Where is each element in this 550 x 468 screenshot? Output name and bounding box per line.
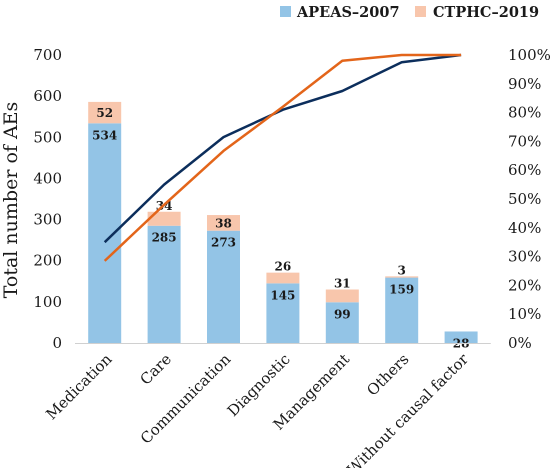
y-axis-title: Total number of AEs (0, 102, 22, 299)
legend-label-ctphc: CTPHC–2019 (433, 4, 539, 21)
left-tick-label: 200 (33, 252, 62, 270)
data-label-apeas: 145 (270, 288, 295, 302)
bar-apeas (266, 283, 300, 343)
right-tick-label: 70% (508, 132, 541, 150)
data-label-apeas: 159 (389, 283, 414, 297)
bar-ctphc (207, 215, 240, 231)
right-tick-label: 60% (508, 161, 541, 179)
left-tick-label: 400 (33, 169, 62, 187)
left-tick-label: 100 (33, 293, 62, 311)
legend-swatch-apeas (280, 6, 291, 17)
bar-apeas (147, 225, 181, 343)
right-tick-label: 20% (508, 276, 541, 294)
bar-ctphc (266, 272, 300, 284)
data-label-ctphc: 38 (215, 216, 232, 230)
data-label-apeas: 273 (211, 236, 236, 250)
right-tick-label: 50% (508, 190, 541, 208)
bar-apeas (444, 331, 478, 343)
right-tick-label: 100% (508, 46, 550, 64)
bar-ctphc (385, 276, 419, 278)
right-tick-label: 30% (508, 248, 541, 266)
bar-ctphc (325, 289, 359, 303)
bar-ctphc (88, 101, 122, 124)
cumulative-line-2 (103, 53, 462, 262)
data-label-ctphc: 52 (96, 106, 113, 120)
data-label-ctphc: 31 (334, 277, 351, 291)
bar-apeas (88, 123, 122, 343)
cumulative-lines (103, 53, 462, 262)
bar-apeas (325, 302, 359, 343)
category-label: Others (363, 350, 412, 399)
left-tick-label: 600 (33, 87, 62, 105)
right-tick-label: 80% (508, 104, 541, 122)
left-y-axis: 0 100 200 300 400 500 600 700 (33, 46, 62, 352)
right-y-axis: 0% 10% 20% 30% 40% 50% 60% 70% 80% 90% 100% (508, 46, 550, 352)
left-tick-label: 0 (52, 334, 62, 352)
right-tick-label: 10% (508, 305, 541, 323)
data-label-apeas: 534 (92, 128, 117, 142)
category-label: Care (136, 350, 175, 389)
data-label-apeas: 99 (334, 307, 351, 321)
legend-label-apeas: APEAS–2007 (296, 4, 400, 21)
right-tick-label: 90% (508, 75, 541, 93)
left-tick-label: 500 (33, 128, 62, 146)
category-label: Medication (42, 350, 115, 423)
legend-swatch-ctphc (415, 6, 426, 17)
cumulative-line-1 (103, 53, 462, 244)
right-tick-label: 0% (508, 334, 532, 352)
left-tick-label: 700 (33, 46, 62, 64)
x-axis: Medication CareCommunicationDiagnosticMan… (42, 350, 472, 468)
data-label-ctphc: 26 (275, 260, 292, 274)
bar-ctphc (147, 211, 181, 226)
left-tick-label: 300 (33, 211, 62, 229)
bar-apeas (385, 277, 419, 343)
data-label-apeas: 285 (152, 231, 177, 245)
bar-apeas (207, 230, 240, 343)
data-label-ctphc: 3 (398, 263, 406, 277)
legend: APEAS–2007 CTPHC–2019 (280, 4, 539, 21)
right-tick-label: 40% (508, 219, 541, 237)
